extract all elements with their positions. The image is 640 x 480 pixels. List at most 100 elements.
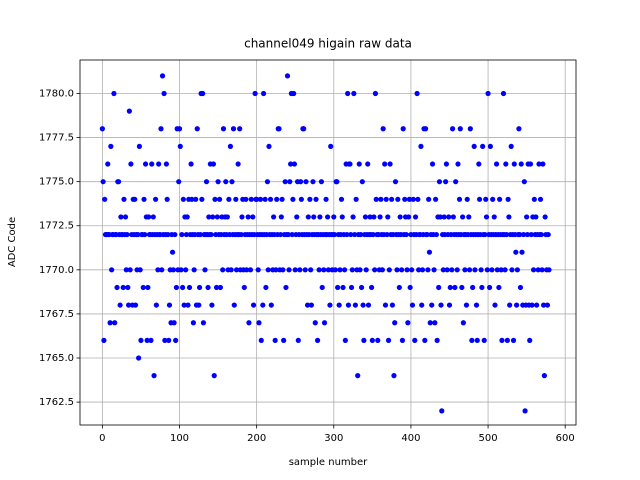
- data-point: [449, 126, 456, 132]
- data-point: [158, 126, 164, 132]
- data-point: [382, 302, 389, 308]
- data-point: [422, 126, 429, 132]
- data-point: [280, 267, 286, 273]
- data-point: [239, 214, 245, 220]
- data-point: [516, 126, 522, 132]
- data-point: [230, 126, 237, 132]
- data-point: [176, 126, 183, 132]
- data-point: [348, 231, 354, 238]
- data-point: [335, 284, 341, 291]
- data-point: [505, 196, 511, 202]
- data-point: [545, 231, 551, 238]
- data-point: [459, 284, 465, 291]
- data-point: [456, 196, 463, 202]
- data-point: [345, 90, 351, 97]
- data-point: [292, 267, 298, 273]
- data-point: [392, 320, 398, 326]
- data-point: [252, 90, 258, 97]
- data-point: [405, 320, 411, 326]
- data-point: [489, 267, 495, 273]
- data-point: [400, 126, 406, 132]
- data-point: [503, 161, 509, 167]
- data-point: [264, 179, 271, 185]
- data-point: [464, 196, 470, 202]
- data-point: [402, 196, 408, 202]
- data-point: [539, 267, 545, 273]
- data-point: [447, 284, 453, 291]
- data-point: [386, 267, 392, 273]
- data-point: [403, 231, 409, 238]
- data-point: [122, 214, 129, 220]
- data-point: [491, 214, 497, 220]
- data-point: [419, 267, 426, 273]
- data-point: [257, 196, 264, 202]
- data-point: [391, 373, 397, 379]
- data-point: [121, 196, 127, 202]
- data-point: [499, 337, 505, 343]
- data-point: [341, 267, 348, 273]
- data-point: [443, 161, 450, 167]
- data-point: [159, 73, 166, 79]
- data-point: [517, 231, 523, 238]
- data-point: [181, 302, 187, 308]
- data-point: [455, 161, 461, 167]
- data-point: [466, 267, 473, 273]
- data-point: [481, 337, 487, 343]
- data-point: [243, 196, 249, 202]
- data-point: [227, 143, 234, 150]
- x-tick-label: 100: [170, 433, 189, 444]
- data-point: [524, 231, 531, 238]
- data-point: [534, 302, 540, 308]
- data-point: [260, 302, 266, 308]
- data-point: [426, 249, 433, 255]
- data-point: [506, 214, 512, 220]
- chart-title: channel049 higain raw data: [244, 37, 412, 51]
- x-tick-label: 600: [556, 433, 575, 444]
- data-point: [480, 143, 486, 150]
- data-point: [323, 196, 329, 202]
- data-point: [224, 214, 230, 220]
- data-point: [372, 90, 379, 97]
- data-point: [208, 231, 214, 238]
- data-point: [312, 320, 318, 326]
- data-point: [382, 161, 388, 167]
- data-point: [409, 267, 415, 273]
- data-point: [186, 284, 193, 291]
- data-point: [372, 267, 378, 273]
- data-point: [223, 179, 229, 185]
- data-point: [473, 302, 480, 308]
- data-point: [109, 267, 115, 273]
- data-point: [380, 126, 386, 132]
- data-point: [325, 267, 331, 273]
- data-point: [279, 196, 285, 202]
- data-point: [318, 179, 325, 185]
- data-point: [245, 214, 251, 220]
- y-tick-label: 1765.0: [39, 353, 74, 364]
- data-point: [427, 320, 433, 326]
- data-point: [519, 249, 525, 255]
- data-point: [535, 267, 541, 273]
- data-point: [237, 126, 243, 132]
- data-point: [228, 267, 234, 273]
- data-point: [359, 179, 365, 185]
- data-point: [472, 267, 478, 273]
- data-point: [231, 302, 237, 308]
- data-point: [387, 161, 393, 167]
- data-point: [485, 90, 491, 97]
- data-point: [433, 196, 439, 202]
- data-point: [385, 337, 392, 343]
- data-point: [444, 267, 450, 273]
- data-point: [132, 196, 138, 202]
- data-point: [233, 196, 239, 202]
- data-point: [210, 214, 216, 220]
- data-point: [466, 214, 472, 220]
- data-point: [298, 196, 304, 202]
- data-point: [189, 196, 195, 202]
- data-point: [283, 284, 289, 291]
- data-point: [394, 267, 400, 273]
- data-point: [285, 231, 291, 238]
- data-point: [504, 337, 510, 343]
- data-point: [298, 179, 304, 185]
- data-point: [416, 267, 422, 273]
